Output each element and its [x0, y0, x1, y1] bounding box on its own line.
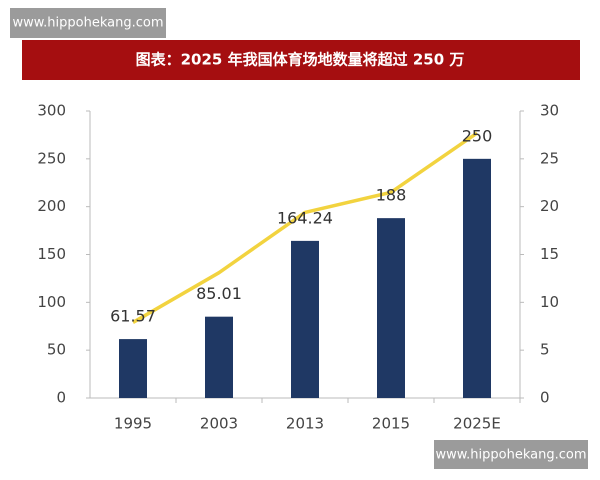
- title-banner: [22, 40, 580, 80]
- watermark-box: [434, 440, 588, 469]
- value-label: 250: [462, 126, 493, 145]
- value-label: 164.24: [277, 208, 333, 227]
- x-tick-label: 2013: [286, 415, 324, 433]
- x-tick-label: 1995: [114, 415, 152, 433]
- y-tick-label: 100: [37, 293, 66, 311]
- y2-tick-label: 0: [540, 389, 550, 407]
- y-tick-label: 300: [37, 102, 66, 120]
- chart-title: 图表：2025 年我国体育场地数量将超过 250 万: [136, 51, 465, 69]
- value-label: 61.57: [110, 307, 156, 326]
- y-tick-label: 200: [37, 197, 66, 215]
- y2-tick-label: 5: [540, 341, 550, 359]
- y-tick-label: 150: [37, 245, 66, 263]
- bar: [119, 339, 147, 398]
- value-label: 188: [376, 186, 407, 205]
- y2-tick-label: 20: [540, 197, 559, 215]
- watermark: www.hippohekang.com: [12, 16, 163, 31]
- watermark-box: [10, 8, 166, 38]
- watermark: www.hippohekang.com: [435, 448, 586, 463]
- y2-tick-label: 25: [540, 149, 559, 167]
- y2-tick-label: 30: [540, 102, 559, 120]
- x-tick-label: 2003: [200, 415, 238, 433]
- bar: [377, 218, 405, 398]
- y-tick-label: 50: [47, 341, 66, 359]
- y2-tick-label: 10: [540, 293, 559, 311]
- y-tick-label: 250: [37, 149, 66, 167]
- bar: [205, 316, 233, 398]
- x-tick-label: 2015: [372, 415, 410, 433]
- line: [132, 131, 478, 324]
- bar: [291, 240, 319, 398]
- y2-tick-label: 15: [540, 245, 559, 263]
- y-tick-label: 0: [56, 389, 66, 407]
- value-label: 85.01: [196, 284, 242, 303]
- bar: [463, 158, 491, 398]
- x-tick-label: 2025E: [453, 415, 501, 433]
